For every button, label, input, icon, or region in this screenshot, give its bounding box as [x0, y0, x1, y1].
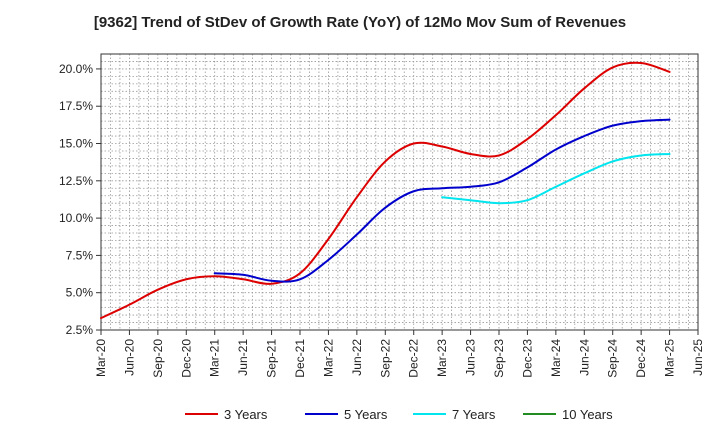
- series-line-7-years: [441, 152, 671, 205]
- x-tick-label: Dec-21: [293, 339, 307, 378]
- x-tick-label: Dec-23: [520, 339, 534, 378]
- x-tick-label: Mar-24: [549, 339, 563, 377]
- x-tick-label: Jun-22: [350, 339, 364, 376]
- y-tick-label: 2.5%: [66, 323, 94, 337]
- x-axis: Mar-20 Jun-20 Sep-20 Dec-20 Mar-21 Jun-21 Sep-…: [94, 330, 705, 378]
- x-tick-label: Mar-25: [663, 339, 677, 377]
- y-tick-label: 10.0%: [59, 211, 93, 225]
- x-tick-label: Dec-24: [634, 339, 648, 378]
- x-tick-label: Mar-21: [208, 339, 222, 377]
- x-tick-label: Jun-20: [122, 339, 136, 376]
- legend: 3 Years 5 Years 7 Years 10 Years: [185, 407, 613, 422]
- series-line-3-years: [100, 61, 671, 320]
- legend-label: 3 Years: [224, 407, 268, 422]
- x-tick-label: Sep-20: [151, 339, 165, 378]
- x-tick-label: Mar-22: [321, 339, 335, 377]
- grid: [101, 54, 698, 330]
- x-tick-label: Mar-20: [94, 339, 108, 377]
- plot-area: [100, 53, 699, 331]
- legend-label: 5 Years: [344, 407, 388, 422]
- y-axis: 2.5% 5.0% 7.5% 10.0% 12.5% 15.0% 17.5% 20.0%: [59, 62, 101, 337]
- x-tick-label: Jun-23: [464, 339, 478, 376]
- y-tick-label: 5.0%: [66, 286, 94, 300]
- x-tick-label: Sep-23: [492, 339, 506, 378]
- y-tick-label: 12.5%: [59, 174, 93, 188]
- x-tick-label: Dec-22: [407, 339, 421, 378]
- legend-label: 7 Years: [452, 407, 496, 422]
- legend-label: 10 Years: [562, 407, 613, 422]
- series-lines: [100, 61, 671, 320]
- x-tick-label: Sep-24: [606, 339, 620, 378]
- x-tick-label: Sep-21: [265, 339, 279, 378]
- y-tick-label: 20.0%: [59, 62, 93, 76]
- y-tick-label: 15.0%: [59, 137, 93, 151]
- x-tick-label: Dec-20: [179, 339, 193, 378]
- x-tick-label: Jun-25: [691, 339, 705, 376]
- y-tick-label: 7.5%: [66, 248, 94, 262]
- chart-title: [9362] Trend of StDev of Growth Rate (Yo…: [93, 14, 627, 31]
- x-tick-label: Jun-24: [577, 339, 591, 376]
- x-tick-label: Mar-23: [435, 339, 449, 377]
- series-line-5-years: [213, 118, 671, 283]
- y-tick-label: 17.5%: [59, 99, 93, 113]
- x-tick-label: Sep-22: [378, 339, 392, 378]
- x-tick-label: Jun-21: [236, 339, 250, 376]
